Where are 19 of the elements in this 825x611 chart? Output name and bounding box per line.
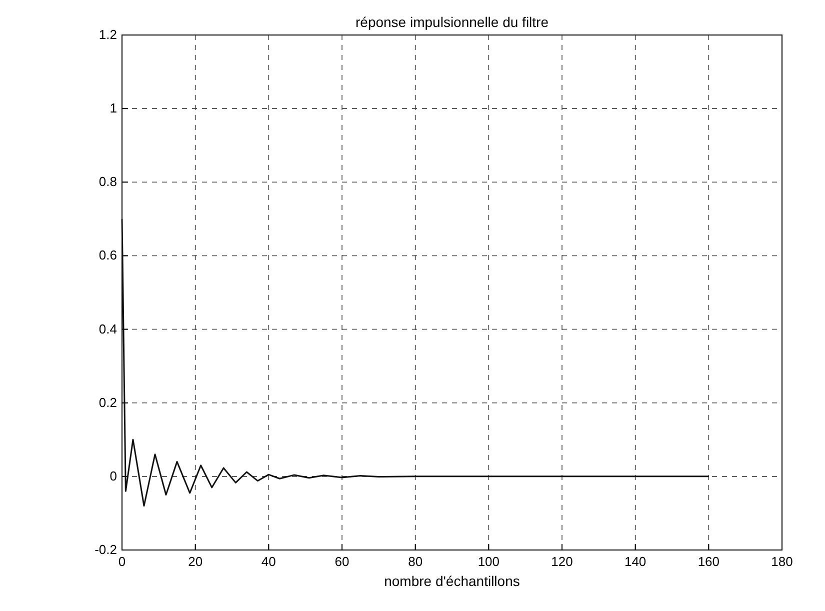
x-tick-label: 100 [478,554,500,569]
y-tick-label: 0.4 [98,321,117,336]
x-tick-label: 120 [551,554,573,569]
y-tick-label: 0.8 [98,174,117,190]
x-axis-title: nombre d'échantillons [384,573,520,589]
x-tick-label: 140 [624,554,646,569]
x-tick-label: 40 [261,554,276,569]
y-tick-label: 1 [110,100,117,116]
y-tick-label: -0.2 [94,542,117,557]
y-tick-label: 1.2 [98,27,117,42]
x-tick-label: 60 [334,554,350,569]
y-tick-label: 0 [110,468,117,484]
x-tick-label: 160 [698,554,720,569]
chart-title: réponse impulsionnelle du filtre [356,14,549,30]
y-tick-label: 0.2 [98,394,117,410]
x-tick-label: 20 [188,554,203,569]
x-tick-label: 180 [771,554,793,569]
x-tick-label: 80 [408,554,423,569]
y-tick-label: 0.6 [98,248,117,263]
